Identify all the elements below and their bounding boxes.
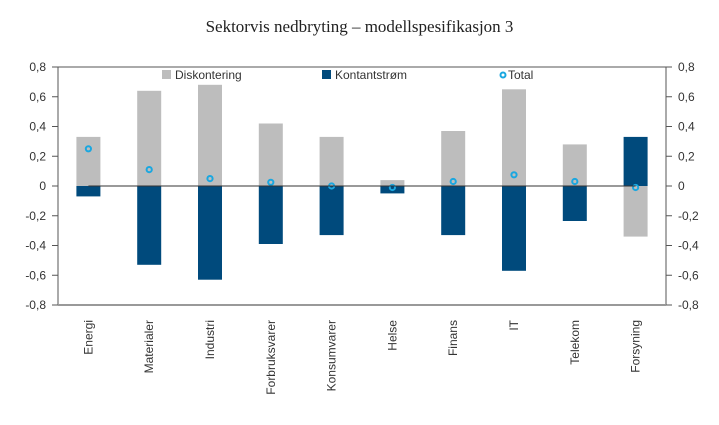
y-tick-label-right: 0,2 (678, 149, 695, 163)
y-tick-label-right: -0,2 (678, 209, 699, 223)
legend-label-total: Total (508, 68, 533, 82)
legend-label-kontantstrm: Kontantstrøm (335, 68, 407, 82)
category-label-energi: Energi (81, 320, 95, 355)
marker-total-telekom (571, 177, 579, 186)
bar-diskontering-industri (198, 84, 222, 186)
y-tick-label-left: 0,4 (29, 120, 46, 134)
category-label-materialer: Materialer (142, 320, 156, 373)
bar-kontantstrm-materialer (137, 186, 162, 265)
category-labels: Energi Materialer Industri Forbruksvarer Kon… (81, 319, 642, 394)
chart-title: Sektorvis nedbryting – modellspesifikasj… (205, 17, 514, 36)
category-label-it: IT (507, 319, 521, 330)
y-tick-label-right: -0,4 (678, 239, 699, 253)
marker-total-helse (388, 183, 396, 192)
y-tick-label-right: -0,8 (678, 298, 699, 312)
y-tick-label-left: 0 (39, 179, 46, 193)
category-label-industri: Industri (203, 320, 217, 359)
category-label-forsyning: Forsyning (629, 320, 643, 373)
y-tick-label-right: 0 (678, 179, 685, 193)
bar-diskontering-forbruksvarer (258, 123, 283, 186)
bar-diskontering-materialer (137, 90, 162, 186)
marker-total-materialer (145, 166, 153, 174)
y-tick-label-right: -0,6 (678, 268, 699, 282)
category-label-telekom: Telekom (568, 320, 582, 365)
y-tick-label-left: -0,8 (25, 298, 46, 312)
bars-layer (76, 84, 648, 280)
y-tick-label-left: -0,4 (25, 239, 46, 253)
legend-marker-total (499, 71, 507, 79)
legend-swatch-diskontering (162, 70, 171, 79)
category-label-konsumvarer: Konsumvarer (325, 320, 339, 391)
category-label-forbruksvarer: Forbruksvarer (264, 320, 278, 395)
y-tick-label-left: 0,6 (29, 90, 46, 104)
bar-kontantstrm-konsumvarer (319, 186, 344, 236)
y-tick-label-right: 0,6 (678, 90, 695, 104)
bar-kontantstrm-industri (198, 186, 222, 280)
marker-total-it (510, 171, 518, 179)
marker-total-forbruksvarer (267, 178, 275, 186)
legend-swatch-kontantstrm (322, 70, 331, 79)
y-tick-label-left: -0,6 (25, 268, 46, 282)
bar-kontantstrm-energi (76, 186, 101, 197)
marker-total-forsyning (632, 183, 640, 192)
bar-kontantstrm-it (502, 186, 526, 271)
y-tick-label-left: -0,2 (25, 209, 46, 223)
y-tick-label-left: 0,8 (29, 60, 46, 74)
bar-kontantstrm-telekom (562, 186, 587, 221)
legend: Diskontering Kontantstrøm Total (162, 68, 533, 82)
category-label-finans: Finans (446, 320, 460, 356)
y-tick-label-right: 0,4 (678, 120, 695, 134)
y-tick-label-right: 0,8 (678, 60, 695, 74)
bar-diskontering-forsyning (623, 186, 648, 237)
markers-layer (84, 145, 640, 192)
bar-diskontering-finans (441, 131, 466, 186)
bar-diskontering-energi (76, 136, 101, 186)
marker-total-industri (206, 175, 214, 183)
bar-diskontering-it (502, 89, 526, 186)
marker-total-finans (449, 177, 457, 186)
bar-kontantstrm-forsyning (623, 136, 648, 186)
axes-layer: 0,8 0,8 0,6 0,6 0,4 0,4 0,2 0,2 0 0 -0,2 -0,2 -0,4 -0… (25, 60, 699, 312)
category-label-helse: Helse (385, 320, 399, 351)
bar-kontantstrm-finans (441, 186, 466, 236)
legend-label-diskontering: Diskontering (175, 68, 242, 82)
marker-total-energi (84, 145, 93, 153)
bar-diskontering-helse (380, 180, 405, 186)
bar-kontantstrm-forbruksvarer (258, 186, 283, 244)
bar-diskontering-konsumvarer (319, 136, 344, 186)
y-tick-label-left: 0,2 (29, 149, 46, 163)
